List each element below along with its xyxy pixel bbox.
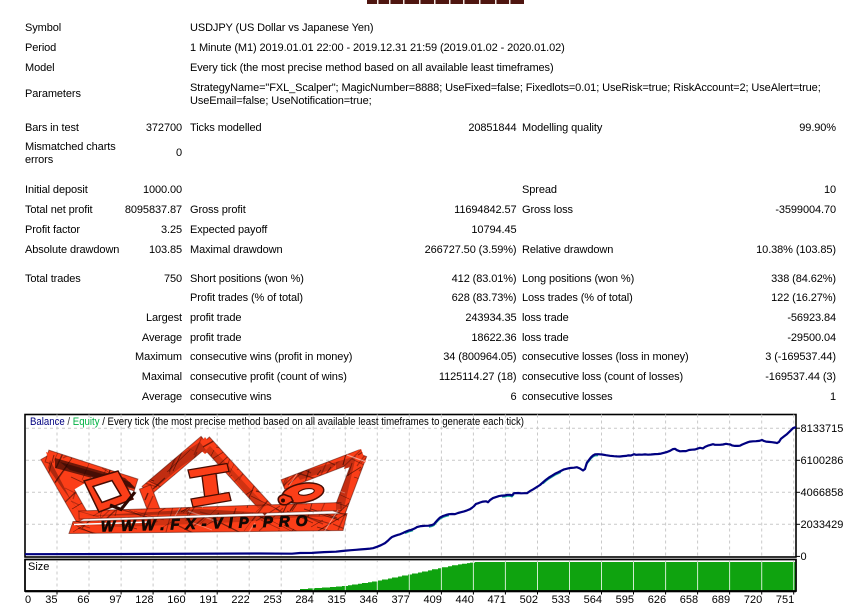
- svg-text:97: 97: [109, 594, 121, 606]
- svg-text:Size: Size: [28, 561, 49, 573]
- svg-text:0: 0: [25, 594, 31, 606]
- svg-text:2033429: 2033429: [801, 519, 844, 531]
- svg-text:658: 658: [680, 594, 698, 606]
- svg-text:35: 35: [45, 594, 57, 606]
- svg-text:160: 160: [167, 594, 185, 606]
- svg-text:626: 626: [648, 594, 666, 606]
- svg-text:409: 409: [424, 594, 442, 606]
- svg-text:Balance / Equity / Every tick: Balance / Equity / Every tick (the most …: [30, 416, 524, 428]
- svg-text:315: 315: [327, 594, 345, 606]
- svg-text:4066858: 4066858: [801, 487, 844, 499]
- svg-text:WWW.FX-VIP.PRO: WWW.FX-VIP.PRO: [101, 513, 314, 536]
- svg-text:377: 377: [391, 594, 409, 606]
- svg-text:533: 533: [552, 594, 570, 606]
- svg-text:595: 595: [616, 594, 634, 606]
- svg-text:502: 502: [520, 594, 538, 606]
- svg-text:222: 222: [231, 594, 249, 606]
- svg-text:66: 66: [77, 594, 89, 606]
- svg-text:6100286: 6100286: [801, 455, 844, 467]
- svg-text:284: 284: [295, 594, 313, 606]
- svg-text:253: 253: [263, 594, 281, 606]
- svg-text:751: 751: [776, 594, 794, 606]
- svg-text:689: 689: [712, 594, 730, 606]
- svg-text:0: 0: [801, 551, 807, 563]
- svg-text:471: 471: [488, 594, 506, 606]
- svg-text:440: 440: [456, 594, 474, 606]
- svg-text:128: 128: [135, 594, 153, 606]
- svg-text:8133715: 8133715: [801, 423, 844, 435]
- svg-text:346: 346: [359, 594, 377, 606]
- svg-text:564: 564: [584, 594, 602, 606]
- svg-text:191: 191: [199, 594, 217, 606]
- svg-text:720: 720: [744, 594, 762, 606]
